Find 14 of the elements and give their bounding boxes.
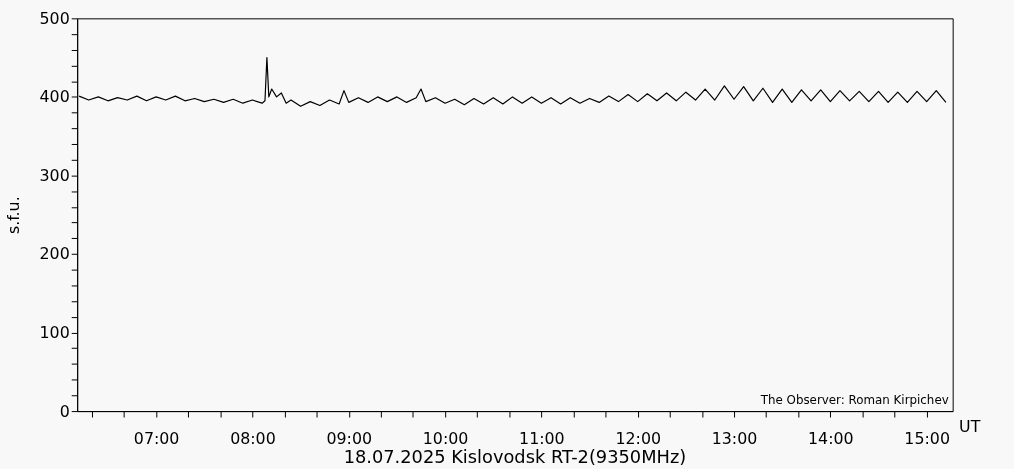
y-tick-label: 300 [39, 165, 70, 185]
x-axis-title: UT [959, 417, 981, 437]
annotation: The Observer: Roman Kirpichev [759, 393, 949, 408]
x-tick-label: 15:00 [904, 429, 950, 449]
y-tick-label: 0 [59, 401, 70, 421]
x-tick-label: 08:00 [230, 429, 276, 449]
y-tick-label: 500 [39, 8, 70, 28]
y-axis-title: s.f.u. [3, 196, 23, 235]
y-tick-label: 200 [39, 244, 70, 264]
x-tick-label: 13:00 [711, 429, 758, 449]
y-tick-label: 400 [39, 87, 70, 107]
y-tick-label: 100 [39, 322, 70, 342]
x-tick-label: 07:00 [133, 429, 180, 449]
x-tick-label: 14:00 [808, 429, 854, 449]
